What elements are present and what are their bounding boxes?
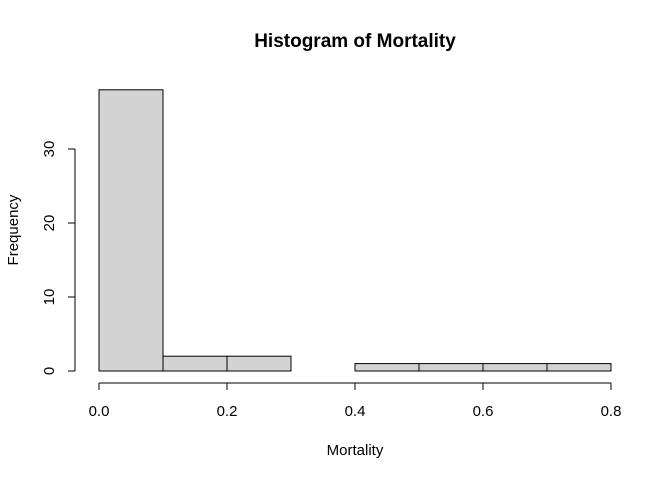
x-tick-label: 0.8 bbox=[601, 403, 622, 420]
histogram-bar bbox=[418, 363, 484, 372]
y-tick-label: 0 bbox=[41, 367, 58, 375]
histogram-bar bbox=[482, 363, 548, 372]
histogram-bar bbox=[546, 363, 612, 372]
x-tick-label: 0.4 bbox=[345, 403, 366, 420]
x-tick-label: 0.0 bbox=[89, 403, 110, 420]
x-tick-label: 0.6 bbox=[473, 403, 494, 420]
y-axis-label: Frequency bbox=[5, 194, 22, 265]
y-axis: 0 10 20 30 bbox=[41, 141, 76, 375]
chart-title: Histogram of Mortality bbox=[254, 31, 456, 52]
y-tick-label: 10 bbox=[41, 289, 58, 306]
histogram-bar bbox=[162, 355, 228, 372]
x-axis-label: Mortality bbox=[327, 442, 384, 459]
x-axis: 0.0 0.2 0.4 0.6 0.8 bbox=[89, 382, 622, 420]
x-tick-label: 0.2 bbox=[217, 403, 238, 420]
histogram-bar bbox=[354, 363, 420, 372]
bars-group bbox=[98, 89, 612, 372]
y-tick-label: 20 bbox=[41, 215, 58, 232]
histogram-bar bbox=[98, 89, 164, 372]
histogram-bar bbox=[226, 355, 292, 372]
y-tick-label: 30 bbox=[41, 141, 58, 158]
